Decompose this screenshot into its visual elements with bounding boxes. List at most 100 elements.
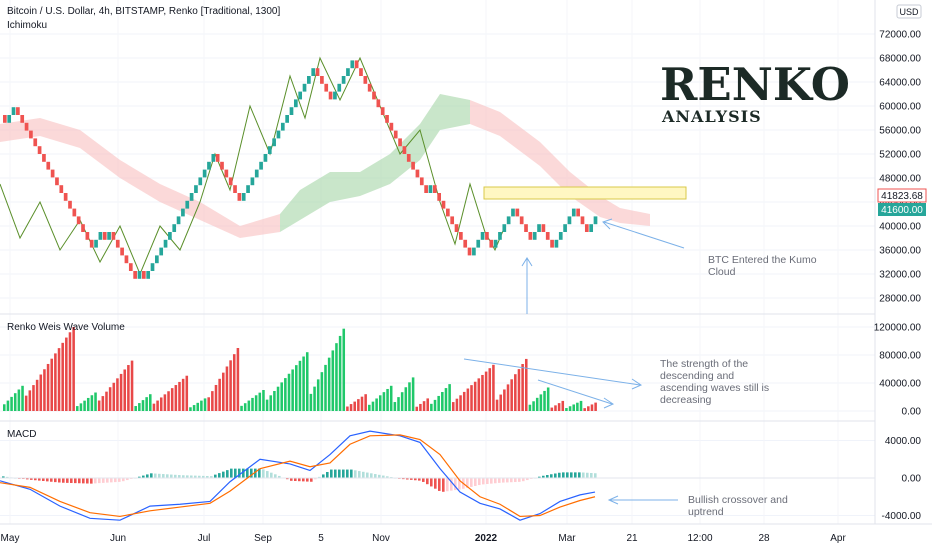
volume-bar bbox=[225, 366, 229, 411]
renko-brick bbox=[502, 224, 507, 232]
volume-bar bbox=[229, 360, 232, 411]
volume-bar bbox=[532, 401, 535, 411]
renko-brick bbox=[315, 68, 320, 76]
waves-annotation: The strength of the descending and ascen… bbox=[463, 358, 769, 409]
macd-histogram-bar bbox=[78, 478, 81, 484]
renko-brick bbox=[459, 232, 463, 240]
volume-bar bbox=[185, 375, 189, 411]
symbol-title[interactable]: Bitcoin / U.S. Dollar, 4h, BITSTAMP, Ren… bbox=[7, 6, 280, 17]
macd-histogram-bar bbox=[106, 478, 109, 483]
renko-brick bbox=[172, 224, 177, 232]
kumo-annotation: BTC Entered the Kumo Cloud bbox=[521, 218, 817, 314]
macd-histogram-bar bbox=[414, 478, 417, 481]
wave-trend-line-1 bbox=[463, 358, 641, 386]
time-tick-label: Nov bbox=[372, 533, 390, 544]
renko-brick bbox=[476, 239, 481, 248]
volume-bar bbox=[211, 391, 214, 411]
macd-histogram-bar bbox=[262, 469, 265, 478]
macd-histogram-bar bbox=[234, 468, 237, 478]
macd-histogram-bar bbox=[6, 476, 9, 478]
renko-brick bbox=[55, 177, 59, 186]
macd-histogram-bar bbox=[306, 478, 309, 482]
renko-brick bbox=[33, 138, 38, 147]
volume-bar bbox=[24, 395, 28, 411]
volume-bar bbox=[404, 387, 408, 411]
volume-pane-title[interactable]: Renko Weis Wave Volume bbox=[7, 322, 125, 333]
macd-histogram-bar bbox=[386, 476, 389, 478]
volume-bar bbox=[163, 394, 167, 411]
renko-brick bbox=[307, 76, 311, 84]
macd-histogram-bar bbox=[146, 474, 149, 478]
renko-brick bbox=[545, 232, 550, 240]
renko-brick bbox=[541, 224, 546, 232]
macd-histogram-bar bbox=[410, 478, 413, 480]
renko-brick bbox=[24, 122, 29, 131]
macd-histogram-bar bbox=[506, 478, 509, 483]
volume-bar bbox=[514, 374, 517, 411]
volume-bar bbox=[320, 372, 324, 411]
volume-bar bbox=[462, 391, 466, 411]
kumo-segment bbox=[0, 118, 280, 238]
macd-histogram-bar bbox=[450, 478, 453, 491]
time-axis[interactable]: May Jun Jul Sep 5 Nov 2022 Mar 21 12:00 28 Apr bbox=[1, 533, 847, 544]
macd-histogram-bar bbox=[274, 474, 277, 478]
renko-brick bbox=[141, 271, 146, 279]
renko-brick bbox=[554, 239, 559, 248]
renko-brick bbox=[528, 232, 533, 240]
time-tick-label: May bbox=[1, 533, 20, 544]
wave-trend-line-2 bbox=[537, 379, 613, 405]
volume-bar bbox=[327, 357, 331, 411]
macd-histogram-bar bbox=[350, 469, 353, 478]
volume-bar bbox=[138, 403, 141, 411]
macd-histogram-bar bbox=[302, 478, 305, 482]
macd-histogram-bar bbox=[574, 472, 577, 478]
volume-bar bbox=[448, 384, 451, 411]
indicator-label[interactable]: Ichimoku bbox=[7, 20, 47, 31]
volume-bar bbox=[550, 407, 554, 411]
price-tick-label: 52000.00 bbox=[879, 150, 921, 161]
volume-bar bbox=[269, 395, 273, 411]
volume-bar bbox=[232, 354, 236, 411]
volume-bar bbox=[262, 390, 265, 411]
renko-brick bbox=[519, 216, 524, 225]
time-tick-label: Apr bbox=[830, 533, 846, 544]
renko-brick bbox=[155, 255, 159, 264]
price-tick-label: 40000.00 bbox=[879, 222, 921, 233]
macd-histogram-bar bbox=[514, 478, 517, 483]
currency-badge[interactable] bbox=[896, 4, 922, 19]
price-tick-label: 72000.00 bbox=[879, 30, 921, 41]
volume-bar bbox=[46, 363, 50, 411]
volume-bar bbox=[254, 395, 258, 411]
macd-histogram-bar bbox=[482, 478, 485, 485]
price-tick-label: 64000.00 bbox=[879, 78, 921, 89]
macd-histogram-bar bbox=[490, 478, 493, 484]
macd-histogram-bar bbox=[366, 472, 369, 478]
macd-histogram-bar bbox=[310, 478, 313, 482]
macd-histogram-bar bbox=[230, 468, 233, 478]
volume-bar bbox=[338, 335, 342, 411]
volume-bar bbox=[459, 395, 462, 411]
macd-pane-title[interactable]: MACD bbox=[7, 429, 36, 440]
macd-histogram-bar bbox=[162, 474, 165, 478]
volume-bar bbox=[181, 378, 185, 411]
renko-brick bbox=[411, 161, 415, 170]
volume-bar bbox=[422, 401, 426, 411]
macd-annotation-line-1: Bullish crossover and bbox=[688, 494, 788, 506]
volume-bar bbox=[524, 358, 528, 411]
volume-bar bbox=[156, 400, 159, 411]
renko-brick bbox=[524, 224, 528, 232]
volume-bar bbox=[386, 388, 389, 411]
macd-histogram-bar bbox=[434, 478, 437, 489]
macd-histogram-bar bbox=[518, 478, 521, 482]
volume-bar bbox=[561, 400, 565, 411]
renko-brick bbox=[350, 60, 355, 69]
renko-brick bbox=[419, 177, 424, 186]
volume-bar bbox=[94, 392, 97, 411]
macd-histogram-bar bbox=[346, 469, 349, 478]
volume-bar bbox=[207, 397, 210, 411]
volume-bar bbox=[360, 396, 364, 411]
volume-bar bbox=[473, 381, 477, 411]
macd-tick-label: 4000.00 bbox=[885, 436, 922, 447]
